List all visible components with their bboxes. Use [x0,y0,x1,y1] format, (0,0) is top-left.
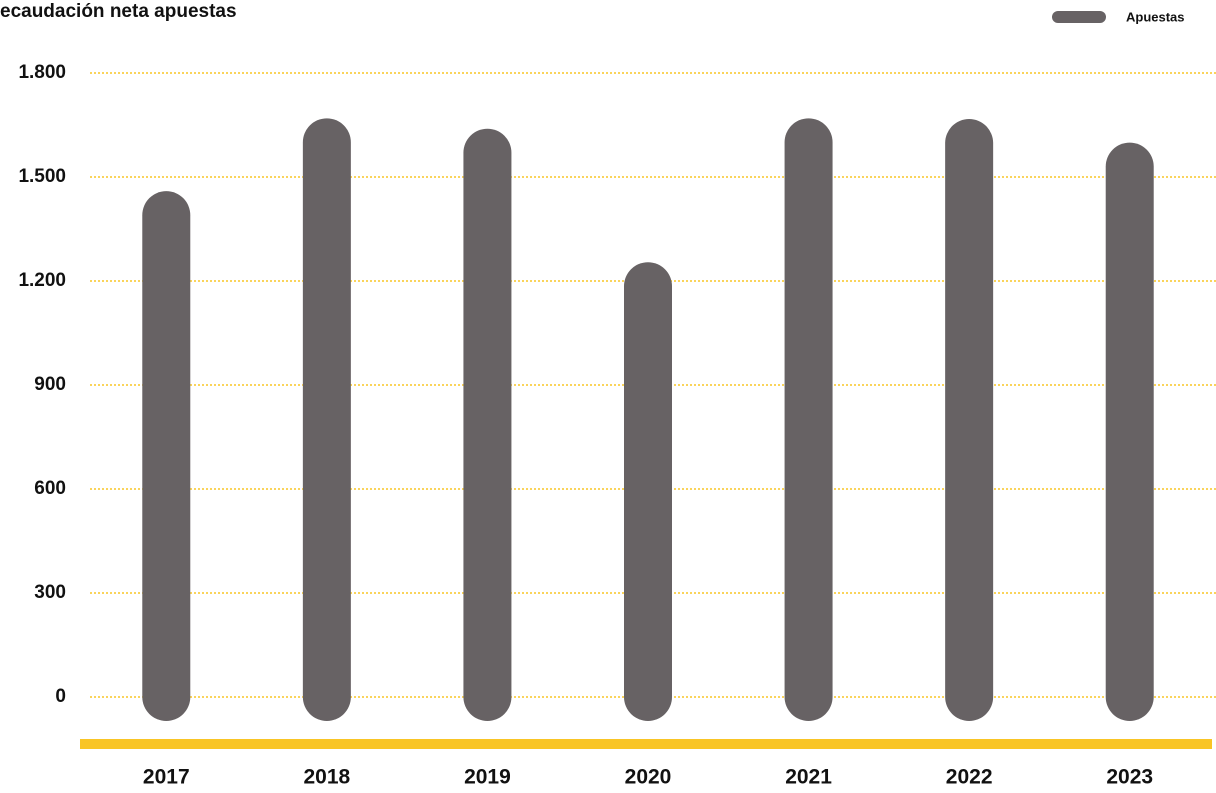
x-tick-label: 2022 [946,766,993,789]
x-tick-label: 2021 [785,766,832,789]
y-tick-label: 0 [55,686,66,707]
chart-title: ecaudación neta apuestas [0,1,237,22]
bar [1105,142,1154,722]
bar [784,118,833,722]
y-tick-label: 1.200 [18,270,66,291]
y-tick-label: 900 [34,374,66,395]
x-tick-label: 2019 [464,766,511,789]
x-tick-label: 2018 [303,766,350,789]
y-tick-label: 1.800 [18,62,66,83]
baseline-band [80,739,1212,749]
bar [463,128,512,721]
legend-swatch [1052,11,1106,23]
bar [142,191,191,722]
y-tick-label: 300 [34,582,66,603]
bar [624,262,672,721]
bar [945,119,994,721]
y-tick-label: 1.500 [18,166,66,187]
y-tick-label: 600 [34,478,66,499]
x-tick-label: 2017 [143,766,190,789]
x-tick-label: 2023 [1106,766,1153,789]
x-tick-label: 2020 [625,766,672,789]
legend-label: Apuestas [1126,9,1185,24]
bar [302,118,351,722]
